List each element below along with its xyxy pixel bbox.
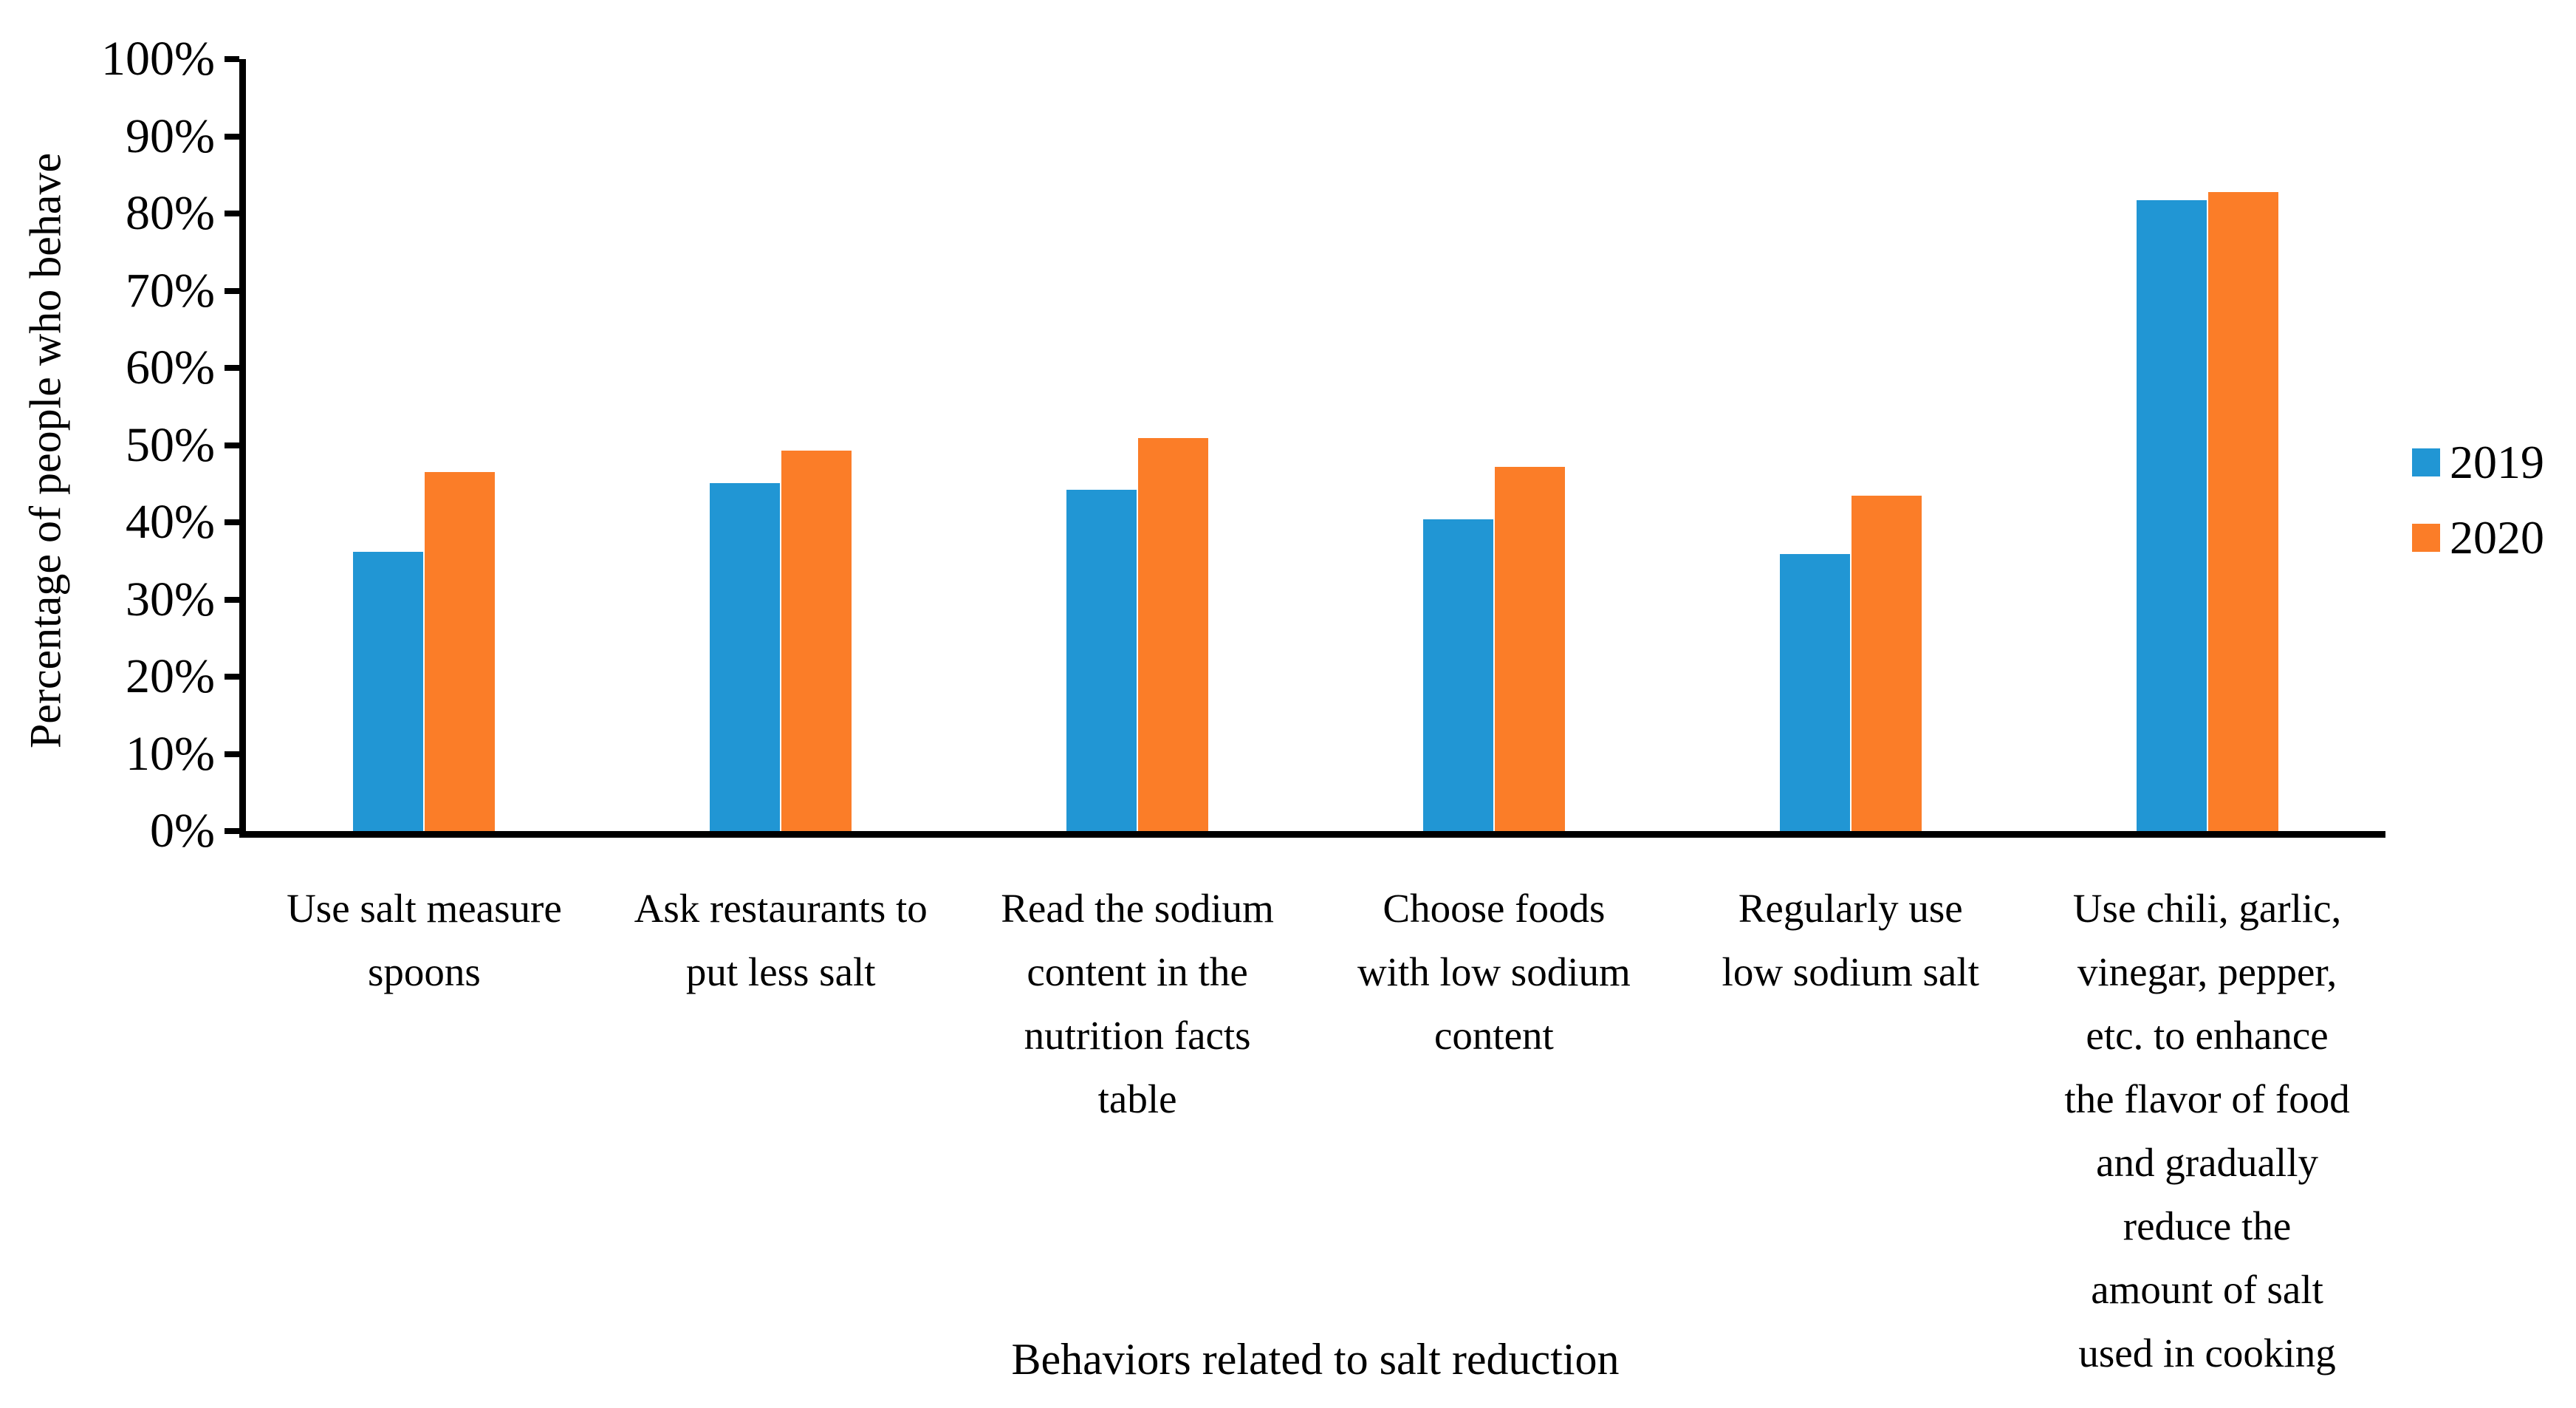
y-tick-label: 60%	[126, 341, 215, 394]
y-tick-mark	[225, 56, 239, 62]
plot-area: Use salt measure spoons Ask restaurants t…	[101, 32, 2385, 1375]
legend-label: 2019	[2450, 436, 2544, 488]
bar-group	[959, 59, 1316, 831]
legend-item-2019: 2019	[2412, 436, 2544, 489]
bar-2020	[1494, 466, 1565, 831]
y-tick-mark	[225, 133, 239, 140]
y-tick-mark	[225, 674, 239, 680]
legend-item-2020: 2020	[2412, 511, 2544, 564]
bar-group	[246, 59, 603, 831]
y-tick-mark	[225, 519, 239, 525]
y-tick-mark	[225, 365, 239, 371]
legend: 2019 2020	[2412, 436, 2544, 564]
category-label: Use salt measure spoons	[287, 886, 562, 994]
category-label: Regularly use low sodium salt	[1722, 886, 1979, 994]
y-tick-label: 40%	[126, 495, 215, 549]
category-labels-row: Use salt measure spoons Ask restaurants t…	[246, 877, 2385, 1385]
x-axis-line	[239, 831, 2385, 838]
bar-2019	[1066, 490, 1137, 831]
y-tick-label: 70%	[126, 263, 215, 318]
bar-group	[2029, 59, 2385, 831]
y-tick-label: 20%	[126, 649, 215, 703]
bar-group	[603, 59, 959, 831]
y-tick-mark	[225, 828, 239, 834]
y-tick-label: 0%	[150, 804, 215, 858]
y-tick-mark	[225, 442, 239, 448]
bar-2020	[1138, 438, 1209, 831]
y-tick-mark	[225, 287, 239, 294]
x-axis-title: Behaviors related to salt reduction	[1011, 1335, 1620, 1384]
legend-swatch	[2412, 448, 2440, 476]
bar-2020	[425, 472, 496, 831]
y-axis-line	[239, 59, 246, 831]
legend-label: 2020	[2450, 511, 2544, 564]
category-label: Choose foods with low sodium content	[1357, 886, 1631, 1058]
y-axis-title: Percentage of people who behave	[21, 152, 70, 749]
y-tick-mark	[225, 751, 239, 757]
y-tick-label: 80%	[126, 186, 215, 240]
category-label: Read the sodium content in the nutrition…	[1001, 886, 1274, 1121]
bar-2020	[2207, 191, 2278, 831]
y-tick-label: 30%	[126, 572, 215, 626]
bar-2019	[353, 551, 424, 831]
bars-row	[246, 59, 2385, 831]
category-label: Ask restaurants to put less salt	[634, 886, 928, 994]
bar-2020	[781, 450, 852, 831]
bar-2019	[1422, 519, 1493, 831]
category-label: Use chili, garlic, vinegar, pepper, etc.…	[2064, 886, 2350, 1375]
bar-2019	[1779, 553, 1850, 831]
legend-swatch	[2412, 524, 2440, 552]
bar-2019	[710, 482, 781, 831]
y-tick-mark	[225, 211, 239, 216]
y-tick-label: 10%	[126, 726, 215, 781]
bar-2020	[1851, 496, 1922, 831]
y-tick-mark	[225, 596, 239, 603]
bar-2019	[2136, 200, 2207, 831]
bar-group	[1315, 59, 1672, 831]
y-tick-label: 90%	[126, 109, 215, 163]
bar-group	[1672, 59, 2029, 831]
y-tick-label: 100%	[101, 32, 215, 86]
y-tick-label: 50%	[126, 417, 215, 472]
